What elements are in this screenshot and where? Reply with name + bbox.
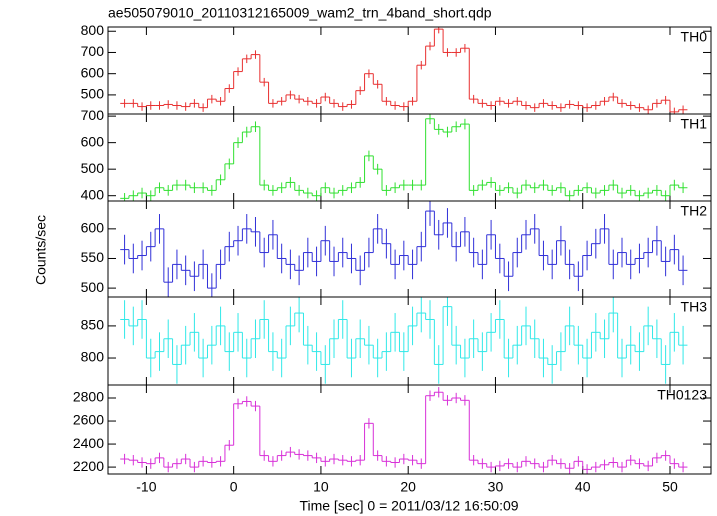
y-tick-label: 600 [81,133,105,149]
panel-label: TH2 [681,203,708,219]
panel-label: TH1 [681,116,708,132]
x-tick-label: 30 [488,479,504,495]
x-tick-label: 40 [575,479,591,495]
y-axis-label: Counts/sec [33,215,49,285]
x-axis-label: Time [sec] 0 = 2011/03/12 16:50:09 [299,498,518,514]
y-tick-label: 850 [81,317,105,333]
y-tick-label: 600 [81,220,105,236]
y-tick-label: 500 [81,86,105,102]
y-tick-label: 600 [81,64,105,80]
y-tick-label: 700 [81,107,105,123]
step-connector [128,211,680,289]
step-connector [128,392,680,470]
y-tick-label: 400 [81,186,105,202]
y-tick-label: 550 [81,249,105,265]
step-connector [128,306,680,365]
y-tick-label: 2400 [73,435,104,451]
y-tick-label: 2800 [73,389,104,405]
x-tick-label: 0 [230,479,238,495]
panel-label: TH0 [681,29,708,45]
y-tick-label: 700 [81,43,105,59]
y-tick-label: 500 [81,279,105,295]
step-connector [128,118,680,199]
y-tick-label: 500 [81,160,105,176]
panel-label: TH3 [681,299,708,315]
step-connector [137,29,680,112]
chart-title: ae505079010_20110312165009_wam2_trn_4ban… [108,5,492,21]
x-tick-label: 50 [662,479,678,495]
panel-frame [107,200,712,298]
y-tick-label: 800 [81,22,105,38]
y-tick-label: 800 [81,349,105,365]
panel-frame [107,384,712,475]
panel-label: TH0123 [657,387,707,403]
x-tick-label: 20 [400,479,416,495]
x-tick-label: 10 [313,479,329,495]
y-tick-label: 2200 [73,458,104,474]
y-tick-label: 2600 [73,412,104,428]
x-tick-label: -10 [136,479,156,495]
